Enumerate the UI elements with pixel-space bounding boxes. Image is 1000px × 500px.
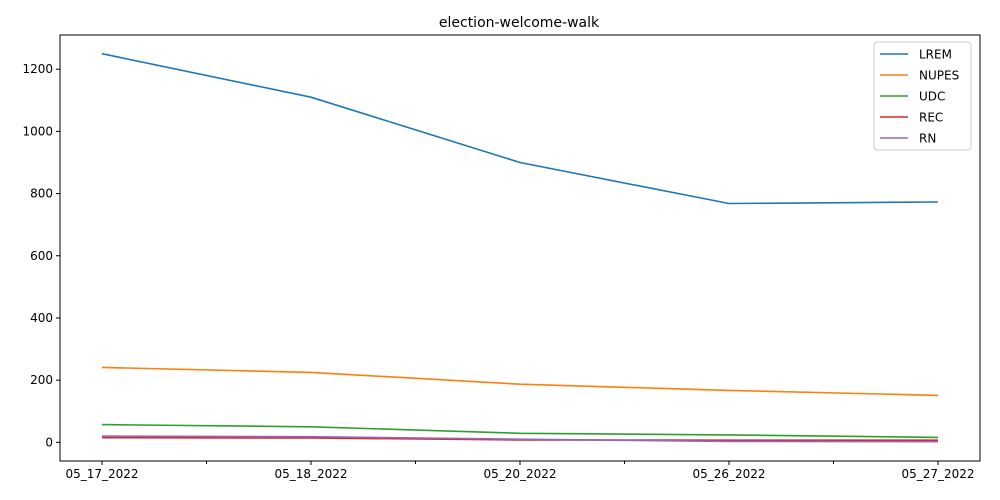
y-tick-label: 800 xyxy=(30,187,53,201)
y-tick-label: 1200 xyxy=(22,62,53,76)
y-tick-label: 600 xyxy=(30,249,53,263)
legend-label: NUPES xyxy=(919,69,959,83)
legend-label: LREM xyxy=(919,48,952,62)
x-tick-label: 05_20_2022 xyxy=(483,467,556,481)
x-tick-label: 05_17_2022 xyxy=(65,467,138,481)
series-line-udc xyxy=(101,423,939,439)
series-line-lrem xyxy=(101,52,939,205)
legend-label: UDC xyxy=(919,90,945,104)
y-tick-label: 0 xyxy=(45,435,53,449)
legend-box xyxy=(873,41,972,151)
series-line-rn xyxy=(101,435,939,443)
chart-title: election-welcome-walk xyxy=(439,15,600,31)
x-tick-label: 05_27_2022 xyxy=(901,467,974,481)
y-tick-label: 400 xyxy=(30,311,53,325)
series-line-nupes xyxy=(101,366,939,397)
legend-label: REC xyxy=(919,111,943,125)
legend-label: RN xyxy=(919,132,936,146)
y-tick-label: 200 xyxy=(30,373,53,387)
plot-area: 0 200 400 600 800 1000 1200 05_17_2022 05_18_202… xyxy=(22,52,975,481)
x-tick-label: 05_18_2022 xyxy=(274,467,347,481)
legend: LREM NUPES UDC REC RN xyxy=(873,41,972,151)
x-tick-label: 05_26_2022 xyxy=(692,467,765,481)
plot-frame xyxy=(59,34,981,462)
y-tick-label: 1000 xyxy=(22,124,53,138)
